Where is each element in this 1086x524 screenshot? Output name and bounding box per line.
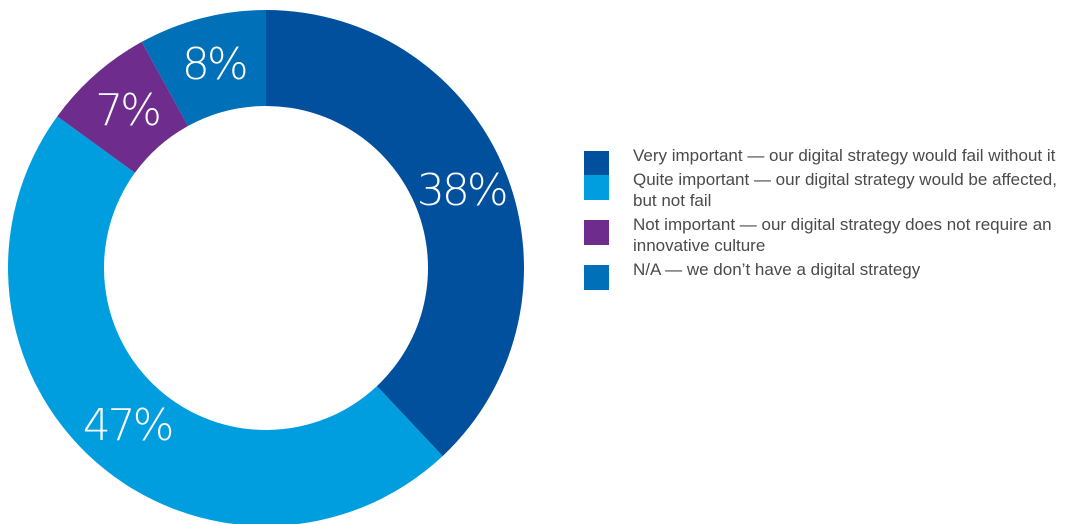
legend-item: Not important — our digital strategy doe… bbox=[584, 214, 1084, 256]
slice-value-label-3: 7% bbox=[95, 85, 159, 136]
legend-label: Quite important — our digital strategy w… bbox=[633, 170, 1057, 210]
donut-chart: 38% 47% 7% 8% bbox=[8, 10, 524, 524]
slice-value-label-1: 38% bbox=[417, 165, 506, 216]
legend-label: Not important — our digital strategy doe… bbox=[633, 215, 1052, 255]
legend-label: Very important — our digital strategy wo… bbox=[633, 146, 1056, 165]
legend-swatch bbox=[584, 175, 609, 200]
legend-swatch bbox=[584, 220, 609, 245]
legend-swatch bbox=[584, 151, 609, 176]
donut-slice-4 bbox=[141, 10, 266, 127]
chart-legend: Very important — our digital strategy wo… bbox=[584, 145, 1084, 290]
legend-item: Quite important — our digital strategy w… bbox=[584, 169, 1084, 211]
donut-slice-1 bbox=[266, 10, 524, 457]
legend-item: Very important — our digital strategy wo… bbox=[584, 145, 1084, 176]
donut-slice-2 bbox=[8, 116, 443, 524]
donut-slice-3 bbox=[57, 41, 188, 173]
legend-item: N/A — we don’t have a digital strategy bbox=[584, 259, 1084, 290]
legend-swatch bbox=[584, 265, 609, 290]
legend-label: N/A — we don’t have a digital strategy bbox=[633, 260, 921, 279]
slice-value-label-2: 47% bbox=[83, 400, 172, 451]
slice-value-label-4: 8% bbox=[182, 39, 246, 90]
